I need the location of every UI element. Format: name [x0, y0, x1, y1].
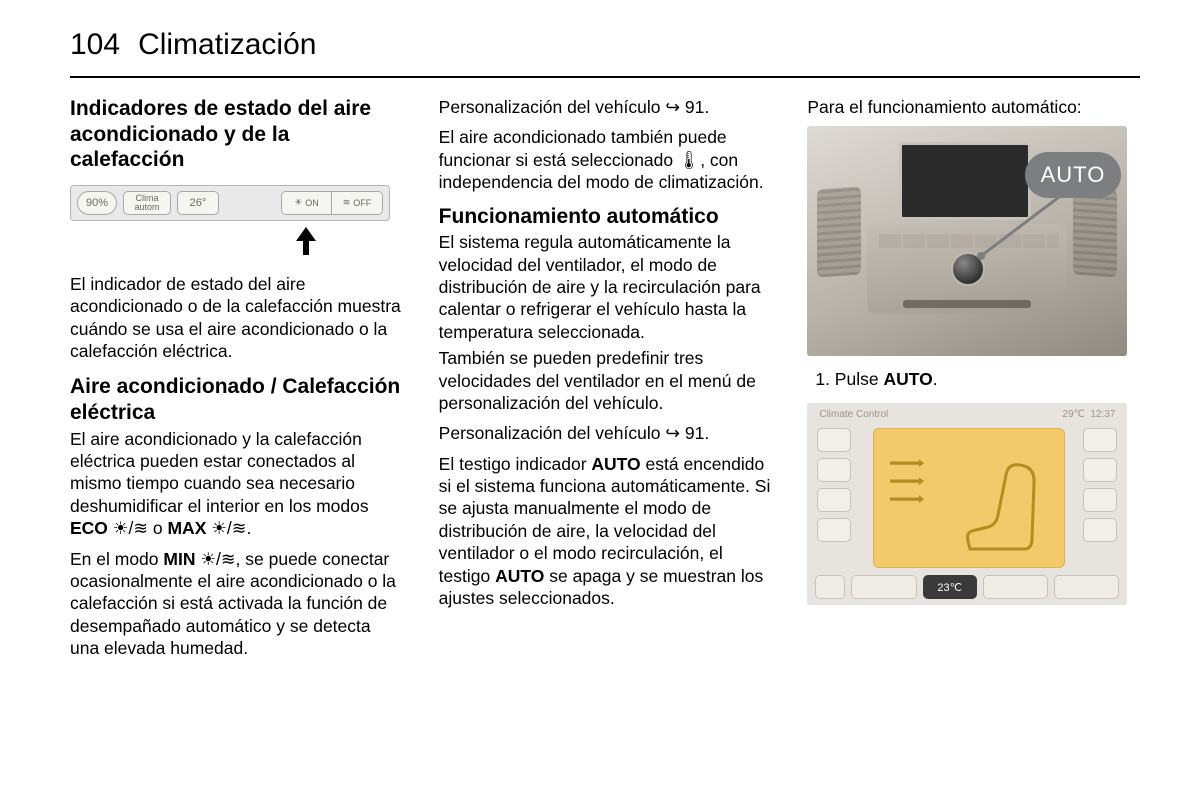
- text: El aire acondicionado y la calefacción e…: [70, 429, 369, 516]
- text: ☀/≋.: [206, 518, 251, 538]
- home-button: [815, 575, 845, 599]
- side-button: [1083, 458, 1117, 482]
- right-button-column: [1083, 428, 1117, 542]
- text: .: [933, 369, 938, 389]
- vent-left: [817, 187, 861, 278]
- airflow-illustration: [873, 428, 1065, 568]
- para-vehicle-custom-link-2: Personalización del vehículo ↪ 91.: [439, 422, 772, 444]
- heading-ac-status: Indicadores de estado del aire acondicio…: [70, 96, 403, 173]
- para-min-mode: En el modo MIN ☀/≋, se puede conectar oc…: [70, 548, 403, 660]
- side-button: [817, 428, 851, 452]
- left-button-column: [817, 428, 851, 542]
- figure-infotainment-climate-screen: Climate Control 29℃ 12:37: [807, 403, 1127, 605]
- screen-top-right: 29℃ 12:37: [1062, 409, 1115, 420]
- top-temp: 29℃: [1062, 409, 1084, 420]
- callout-leader-line: [975, 192, 1065, 262]
- arrow-icon: [890, 477, 924, 485]
- para-status-description: El indicador de estado del aire acondici…: [70, 273, 403, 363]
- auto-callout-bubble: AUTO: [1025, 152, 1122, 198]
- heading-auto-operation: Funcionamiento automático: [439, 204, 772, 230]
- column-1: Indicadores de estado del aire acondicio…: [70, 96, 403, 668]
- ac-toggle-chip: ☀ ON ≋ OFF: [281, 191, 383, 215]
- screen-bottom-bar: 23℃: [815, 573, 1119, 601]
- off-label: OFF: [353, 198, 371, 208]
- side-button: [817, 518, 851, 542]
- max-label: MAX: [167, 518, 206, 538]
- text: En el modo: [70, 549, 163, 569]
- heat-off-half: ≋ OFF: [332, 192, 382, 214]
- pointer-arrow-icon: [294, 227, 403, 255]
- text: ☀/≋ o: [108, 518, 168, 538]
- min-label: MIN: [163, 549, 195, 569]
- bottom-button: [983, 575, 1048, 599]
- on-label: ON: [305, 198, 319, 208]
- mode-line2: autom: [134, 203, 159, 212]
- side-button: [1083, 428, 1117, 452]
- column-2: Personalización del vehículo ↪ 91. El ai…: [439, 96, 772, 668]
- page-columns: Indicadores de estado del aire acondicio…: [70, 96, 1140, 668]
- figure-status-bar: 90% Clima autom 26° ☀ ON ≋ OFF: [70, 185, 403, 255]
- screen-mid: [815, 424, 1119, 572]
- cd-slot: [903, 300, 1031, 308]
- airflow-arrows: [890, 459, 924, 513]
- para-ac-defrost-independence: El aire acondicionado también puede func…: [439, 126, 772, 193]
- top-time: 12:37: [1090, 409, 1115, 420]
- side-button: [1083, 518, 1117, 542]
- screen-top-bar: Climate Control 29℃ 12:37: [815, 409, 1119, 424]
- para-three-fan-speeds: También se pueden predefinir tres veloci…: [439, 347, 772, 414]
- auto-label-1: AUTO: [591, 454, 640, 474]
- bottom-button: [1054, 575, 1119, 599]
- auto-button-label: AUTO: [883, 369, 932, 389]
- page-number: 104: [70, 28, 120, 62]
- temperature-button: 23℃: [923, 575, 977, 599]
- para-auto-intro: Para el funcionamiento automático:: [807, 96, 1140, 118]
- side-button: [1083, 488, 1117, 512]
- screen-title: Climate Control: [819, 409, 888, 420]
- para-auto-indicator: El testigo indicador AUTO está encendido…: [439, 453, 772, 610]
- figure-dashboard-photo: AUTO: [807, 126, 1127, 356]
- text: El testigo indicador: [439, 454, 592, 474]
- climate-mode-chip: Clima autom: [123, 191, 171, 215]
- para-auto-regulation: El sistema regula automáticamente la vel…: [439, 231, 772, 343]
- page-header: 104 Climatización: [70, 28, 1140, 78]
- bottom-button: [851, 575, 916, 599]
- text: 1. Pulse: [815, 369, 883, 389]
- column-3: Para el funcionamiento automático: AUTO …: [807, 96, 1140, 668]
- para-eco-max-modes: El aire acondicionado y la calefacción e…: [70, 428, 403, 540]
- side-button: [817, 458, 851, 482]
- eco-label: ECO: [70, 518, 108, 538]
- arrow-icon: [890, 459, 924, 467]
- step-1-press-auto: 1. Pulse AUTO.: [815, 368, 1140, 391]
- arrow-icon: [890, 495, 924, 503]
- vent-right: [1073, 187, 1117, 278]
- status-bar-graphic: 90% Clima autom 26° ☀ ON ≋ OFF: [70, 185, 390, 221]
- para-vehicle-custom-link-1: Personalización del vehículo ↪ 91.: [439, 96, 772, 118]
- chapter-title: Climatización: [138, 28, 316, 62]
- temperature-chip: 26°: [177, 191, 219, 215]
- battery-percent-chip: 90%: [77, 191, 117, 215]
- side-button: [817, 488, 851, 512]
- ac-on-half: ☀ ON: [282, 192, 332, 214]
- seat-silhouette-icon: [960, 459, 1046, 555]
- auto-callout: AUTO: [1025, 152, 1122, 198]
- heading-ac-electric-heating: Aire acondicionado / Calefacción eléctri…: [70, 374, 403, 425]
- auto-label-2: AUTO: [495, 566, 544, 586]
